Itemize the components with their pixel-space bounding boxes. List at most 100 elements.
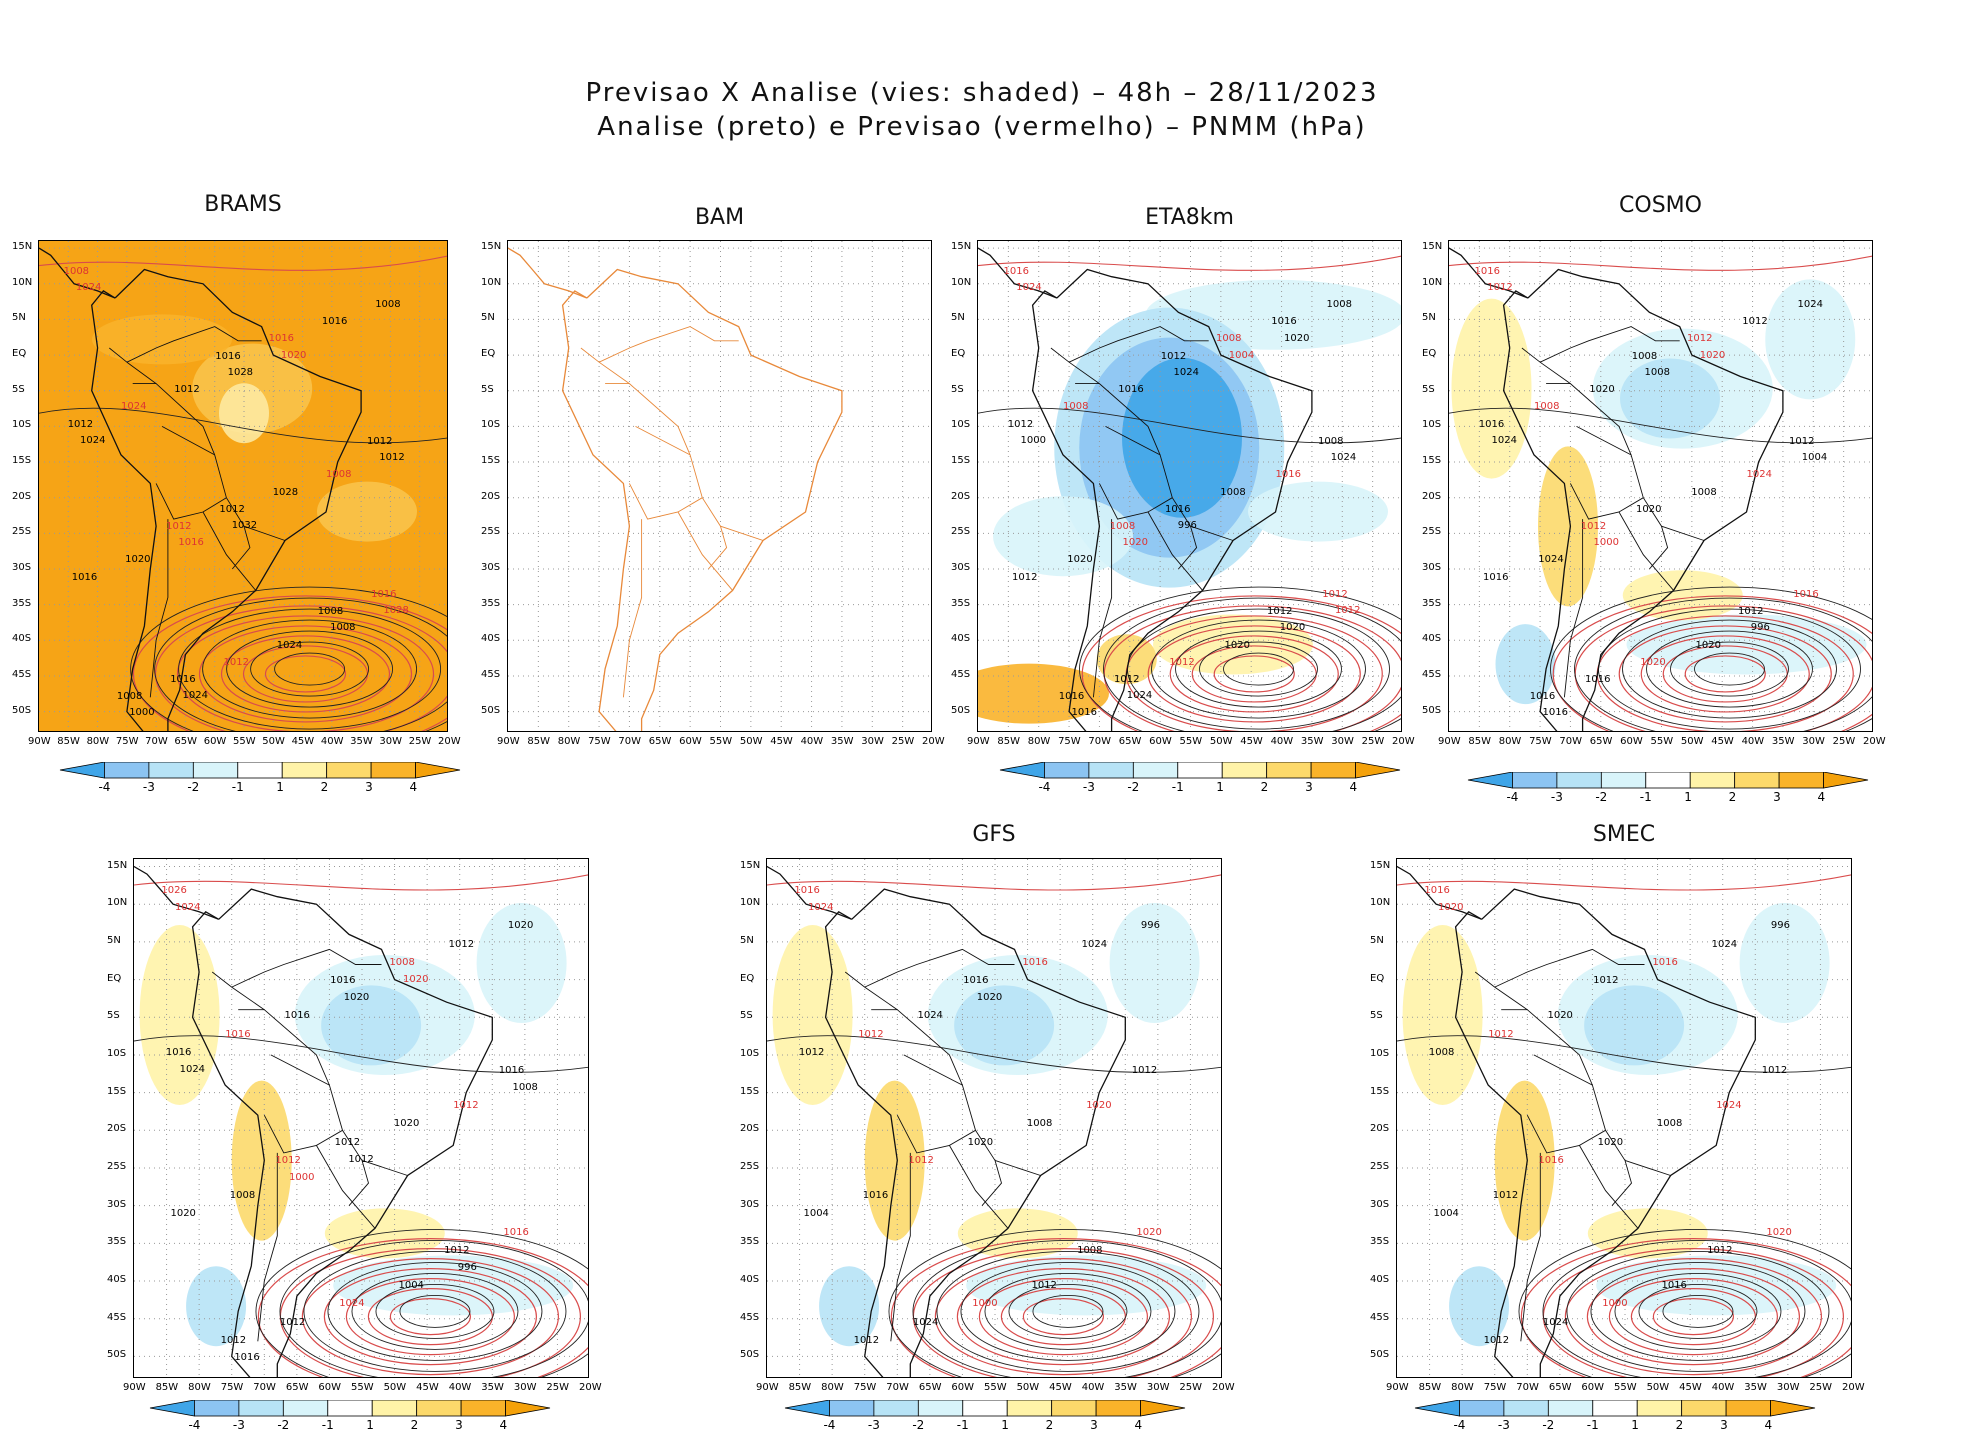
isobar-label: 1024 — [912, 1316, 939, 1328]
analysis-isobar — [399, 1294, 471, 1328]
country-border — [149, 519, 169, 698]
country-border — [864, 948, 1015, 988]
forecast-isobar — [220, 635, 391, 713]
lat-tick-label: 35S — [12, 597, 32, 609]
country-border — [598, 326, 739, 363]
lat-tick-label: 20S — [481, 490, 501, 502]
isobar-label: 1012 — [1322, 588, 1348, 600]
colorbar-segment — [1547, 1400, 1594, 1417]
panel-title-0: BRAMS — [204, 192, 282, 217]
isobar-label: 1008 — [1026, 1118, 1053, 1130]
colorbar-segment — [829, 1400, 875, 1417]
lon-tick-label: 50W — [262, 736, 285, 747]
country-border — [1075, 383, 1198, 570]
bias-blob — [957, 1208, 1078, 1259]
isobar-label: 1016 — [178, 537, 204, 549]
analysis-isobar — [1397, 1035, 1851, 1073]
lon-tick-label: 75W — [1058, 736, 1081, 747]
analysis-isobar — [936, 1250, 1200, 1372]
country-border — [890, 1152, 911, 1342]
country-border — [1563, 519, 1584, 698]
lon-tick-label: 80W — [188, 1382, 211, 1393]
isobar-label: 1024 — [80, 434, 106, 446]
lon-tick-label: 70W — [618, 736, 642, 747]
isobar-label: 1012 — [1160, 350, 1187, 362]
lon-tick-label: 50W — [1209, 736, 1233, 747]
colorbar-tick-label: 3 — [455, 1418, 463, 1432]
analysis-isobar — [351, 1272, 519, 1350]
country-border — [238, 1009, 369, 1206]
lat-tick-label: 25S — [1370, 1160, 1390, 1172]
lat-tick-label: 10S — [740, 1047, 760, 1059]
isobar-label: 1020 — [507, 920, 534, 932]
lon-tick-label: 75W — [115, 736, 139, 747]
lon-tick-label: 85W — [1418, 1382, 1442, 1393]
isobar-label: 1012 — [1761, 1064, 1788, 1076]
isobar-label: 1016 — [1424, 885, 1450, 896]
analysis-isobar — [1032, 1294, 1104, 1328]
coastline — [1502, 268, 1784, 731]
bias-blob — [819, 1266, 880, 1347]
colorbar-segment — [326, 762, 372, 779]
isobar-label: 1016 — [1538, 1154, 1564, 1166]
country-border — [243, 525, 286, 541]
colorbar-tick-label: 2 — [320, 780, 329, 794]
lat-tick-label: 50S — [107, 1349, 127, 1361]
colorbar-segment — [1681, 1400, 1727, 1417]
country-border — [161, 426, 215, 456]
analysis-isobar — [255, 1228, 588, 1377]
isobar-label: 1008 — [1691, 486, 1717, 498]
colorbar-tick-label: 2 — [1728, 790, 1737, 804]
lon-tick-label: 35W — [830, 736, 854, 747]
bias-blob — [1739, 903, 1830, 1023]
isobar-label: 1008 — [1656, 1118, 1683, 1130]
isobar-label: 1000 — [289, 1172, 315, 1184]
lon-tick-label: 40W — [1741, 736, 1765, 747]
lat-tick-label: 40S — [107, 1274, 127, 1286]
bias-blob — [1495, 624, 1556, 705]
colorbar-segment — [1725, 1400, 1771, 1417]
isobar-label: 1012 — [279, 1316, 306, 1328]
lon-tick-label: 85W — [57, 736, 80, 747]
lon-tick-label: 35W — [1114, 1382, 1137, 1393]
colorbar-segment — [370, 762, 416, 779]
isobar-label: 1012 — [1007, 418, 1034, 430]
lon-tick-label: 80W — [1498, 736, 1522, 747]
isobar-label: 1028 — [227, 366, 254, 378]
isobar-label: 1020 — [1636, 503, 1662, 515]
isobar-label: 1020 — [1597, 1136, 1624, 1148]
isobar-label: 1016 — [503, 1226, 529, 1238]
country-border — [1533, 1054, 1593, 1086]
country-border — [605, 383, 728, 570]
isobar-label: 1012 — [166, 520, 192, 532]
colorbar-tick-label: 1 — [1631, 1418, 1639, 1432]
isobar-label: 1016 — [1483, 571, 1509, 583]
isobar-label: 1012 — [334, 1136, 361, 1148]
analysis-isobar — [1638, 1283, 1758, 1339]
lon-tick-label: 65W — [1118, 736, 1142, 747]
colorbar — [1467, 772, 1869, 789]
isobar-label: 1024 — [917, 1010, 943, 1022]
lon-tick-label: 75W — [220, 1382, 244, 1393]
colorbar — [59, 762, 461, 779]
lon-tick-label: 90W — [756, 1382, 779, 1393]
forecast-isobar — [1081, 595, 1401, 731]
colorbar-tick-label: -1 — [321, 1418, 334, 1432]
lon-tick-label: 20W — [1212, 1382, 1235, 1393]
isobar-label: 1016 — [170, 673, 196, 685]
colorbar-segment — [784, 1400, 830, 1417]
forecast-isobar — [1000, 1288, 1126, 1346]
isobar-label: 1020 — [1122, 537, 1148, 549]
lon-tick-label: 20W — [438, 736, 461, 747]
lat-tick-label: 30S — [1370, 1198, 1390, 1210]
isobar-label: 1008 — [229, 1190, 256, 1202]
lon-tick-label: 20W — [922, 736, 945, 747]
bias-blob — [864, 1080, 925, 1241]
lon-tick-label: 75W — [1529, 736, 1552, 747]
panel-title-3: COSMO — [1619, 193, 1702, 218]
isobar-label: 1024 — [1330, 452, 1357, 464]
isobar-label: 1020 — [1086, 1100, 1112, 1112]
isobar-label: 1020 — [1547, 1010, 1573, 1022]
bias-blob — [321, 985, 422, 1066]
isobar-label: 1016 — [330, 974, 356, 986]
